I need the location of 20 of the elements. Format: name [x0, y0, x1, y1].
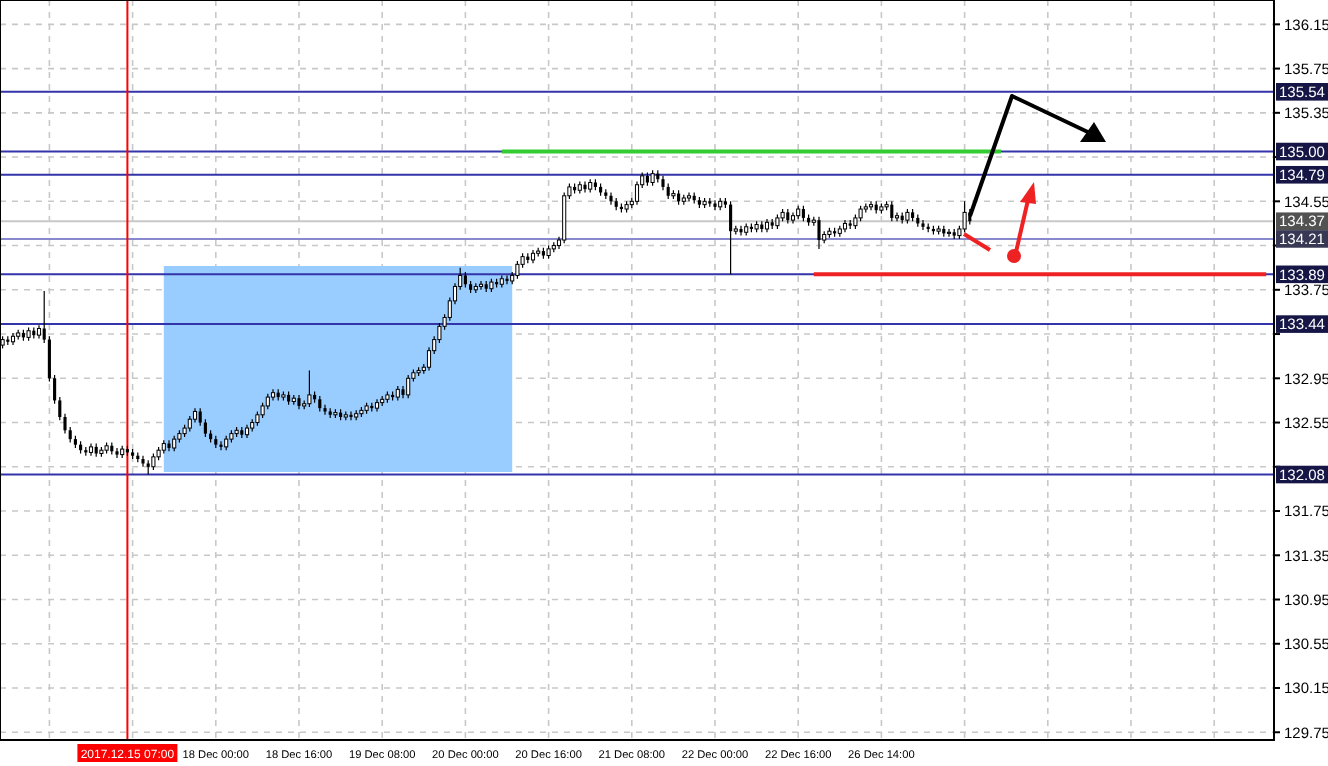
- candlestick: [946, 228, 952, 238]
- candlestick: [562, 191, 567, 244]
- candlestick: [729, 200, 733, 275]
- candlestick: [686, 191, 692, 202]
- candlestick: [739, 225, 743, 237]
- candlestick: [323, 404, 327, 416]
- candlestick: [141, 455, 145, 468]
- candlestick: [713, 199, 717, 211]
- candlestick: [868, 200, 874, 211]
- candlestick: [890, 200, 894, 222]
- candlestick: [115, 447, 119, 459]
- candlestick: [634, 180, 640, 206]
- candlestick: [307, 369, 312, 408]
- candlestick: [962, 200, 967, 233]
- candlestick: [817, 216, 821, 250]
- candlestick: [167, 439, 171, 452]
- candlestick: [406, 374, 411, 399]
- candlestick: [609, 191, 613, 206]
- candlestick: [921, 219, 925, 231]
- candlestick: [583, 180, 587, 194]
